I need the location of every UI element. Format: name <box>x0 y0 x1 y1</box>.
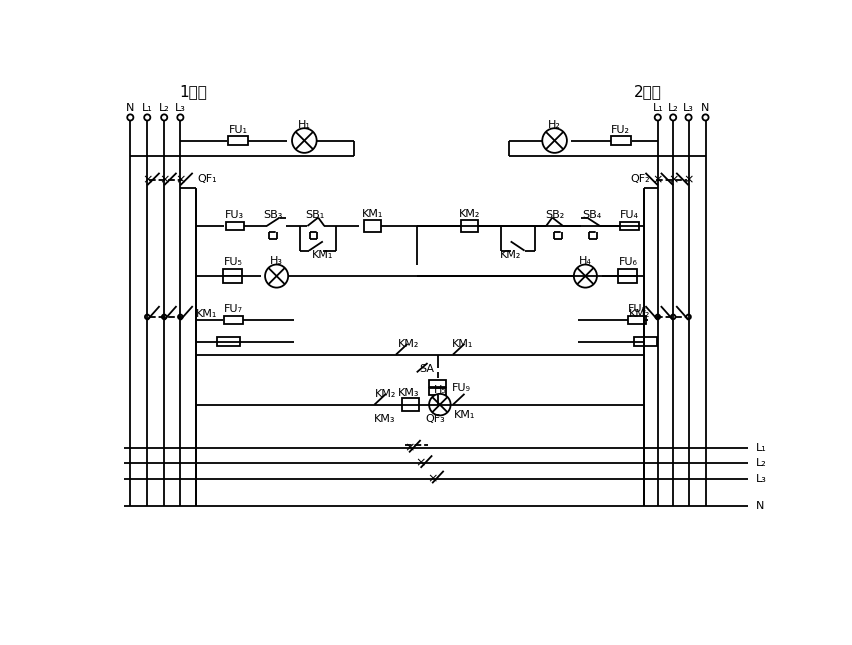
Text: FU₂: FU₂ <box>611 124 630 135</box>
Text: KM₂: KM₂ <box>458 210 479 219</box>
Text: ×: × <box>141 174 153 186</box>
Text: KM₁: KM₁ <box>312 250 333 261</box>
Bar <box>226 222 244 230</box>
Text: H₁: H₁ <box>297 120 310 130</box>
Text: N: N <box>700 103 709 114</box>
Text: SB₃: SB₃ <box>262 210 282 220</box>
Text: KM₂: KM₂ <box>499 250 521 261</box>
Circle shape <box>162 315 166 319</box>
Text: L₃: L₃ <box>175 103 186 114</box>
Bar <box>619 222 638 230</box>
Circle shape <box>161 114 167 121</box>
Bar <box>429 381 446 388</box>
Text: KM₁: KM₁ <box>452 339 473 349</box>
Circle shape <box>686 315 690 319</box>
Bar <box>618 269 636 275</box>
Circle shape <box>429 394 450 415</box>
Text: FU₇: FU₇ <box>224 304 243 314</box>
Text: L₂: L₂ <box>667 103 677 114</box>
Text: FU₈: FU₈ <box>627 304 646 314</box>
Circle shape <box>265 264 288 288</box>
Text: KM₂: KM₂ <box>628 309 649 319</box>
Text: N: N <box>755 501 763 511</box>
Text: ×: × <box>682 174 693 186</box>
Bar <box>633 337 656 346</box>
Text: H₅: H₅ <box>433 385 446 395</box>
Text: FU₄: FU₄ <box>619 210 638 220</box>
Circle shape <box>144 114 150 121</box>
Text: ×: × <box>667 174 677 186</box>
Circle shape <box>145 315 149 319</box>
Bar <box>227 136 248 144</box>
Text: KM₂: KM₂ <box>398 339 419 349</box>
Text: L₁: L₁ <box>652 103 662 114</box>
Text: KM₁: KM₁ <box>196 309 217 319</box>
Circle shape <box>670 114 676 121</box>
Text: FU₉: FU₉ <box>451 382 469 393</box>
Bar <box>401 399 418 411</box>
Bar <box>223 277 242 283</box>
Text: ×: × <box>426 472 437 485</box>
Text: KM₃: KM₃ <box>398 388 419 398</box>
Circle shape <box>685 114 691 121</box>
Text: L₂: L₂ <box>755 458 765 468</box>
Text: SB₁: SB₁ <box>305 210 325 220</box>
Text: L₁: L₁ <box>755 442 765 453</box>
Circle shape <box>542 128 567 153</box>
Bar <box>429 388 446 395</box>
Text: FU₅: FU₅ <box>224 257 243 267</box>
Bar <box>223 269 242 275</box>
Text: QF₂: QF₂ <box>630 174 650 184</box>
Text: H₄: H₄ <box>579 257 591 266</box>
Circle shape <box>654 114 660 121</box>
Circle shape <box>670 315 675 319</box>
Circle shape <box>177 114 183 121</box>
Bar <box>363 220 380 232</box>
Text: 2电源: 2电源 <box>633 84 661 99</box>
Text: ×: × <box>403 441 414 454</box>
Text: QF₁: QF₁ <box>197 174 216 184</box>
Text: H₂: H₂ <box>548 120 561 130</box>
Text: H₃: H₃ <box>270 257 283 266</box>
Text: SB₂: SB₂ <box>545 210 564 220</box>
Circle shape <box>654 315 659 319</box>
Bar <box>216 337 239 346</box>
Bar <box>618 277 636 283</box>
Text: N: N <box>126 103 135 114</box>
Circle shape <box>178 315 182 319</box>
Text: L₃: L₃ <box>682 103 694 114</box>
Text: L₃: L₃ <box>755 473 766 484</box>
Text: KM₃: KM₃ <box>373 413 394 424</box>
Text: QF₃: QF₃ <box>425 413 445 424</box>
Text: ×: × <box>175 174 186 186</box>
Text: FU₁: FU₁ <box>228 124 247 135</box>
Circle shape <box>701 114 708 121</box>
Bar <box>610 136 630 144</box>
Text: FU₆: FU₆ <box>619 257 637 267</box>
Bar <box>460 220 477 232</box>
Text: ×: × <box>158 174 170 186</box>
Text: ×: × <box>415 457 425 470</box>
Text: KM₁: KM₁ <box>361 210 383 219</box>
Text: KM₁: KM₁ <box>453 410 475 421</box>
Circle shape <box>127 114 133 121</box>
Text: L₂: L₂ <box>158 103 170 114</box>
Circle shape <box>573 264 596 288</box>
Bar <box>627 315 646 324</box>
Text: ×: × <box>652 174 662 186</box>
Text: L₁: L₁ <box>141 103 153 114</box>
Bar <box>224 315 243 324</box>
Text: 1电源: 1电源 <box>179 84 207 99</box>
Text: KM₂: KM₂ <box>375 389 396 399</box>
Text: SA: SA <box>419 364 434 374</box>
Text: FU₃: FU₃ <box>224 210 244 220</box>
Circle shape <box>291 128 316 153</box>
Text: SB₄: SB₄ <box>582 210 602 220</box>
